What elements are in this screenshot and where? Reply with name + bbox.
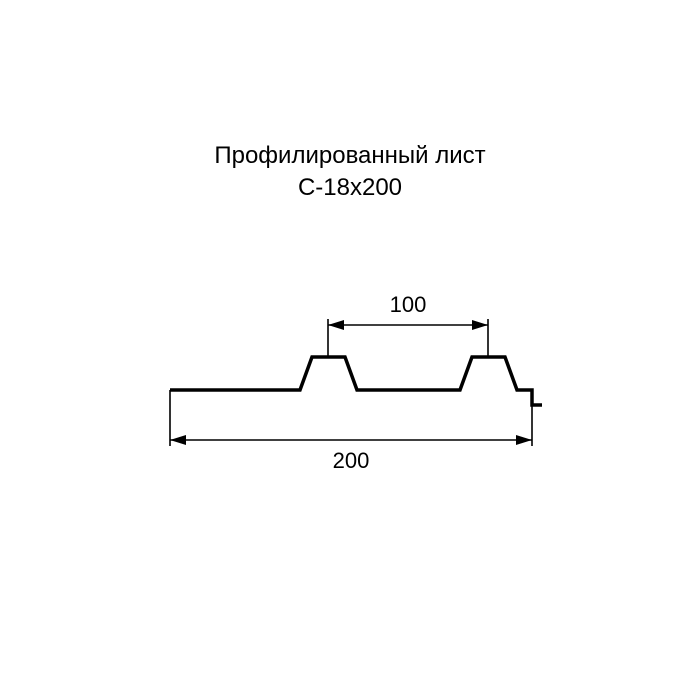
- profile-outline: [170, 357, 542, 405]
- arrowhead: [472, 320, 488, 330]
- profile-svg: 100 200: [40, 250, 660, 510]
- arrowhead: [516, 435, 532, 445]
- profile-drawing-area: 100 200: [0, 250, 700, 510]
- diagram-container: Профилированный лист С-18х200 100 200: [0, 0, 700, 700]
- dim-pitch-label: 100: [390, 292, 427, 317]
- title-line-1: Профилированный лист: [0, 140, 700, 172]
- title-line-2: С-18х200: [0, 172, 700, 204]
- arrowhead: [328, 320, 344, 330]
- title-block: Профилированный лист С-18х200: [0, 140, 700, 205]
- arrowhead: [170, 435, 186, 445]
- dim-overall-label: 200: [333, 448, 370, 473]
